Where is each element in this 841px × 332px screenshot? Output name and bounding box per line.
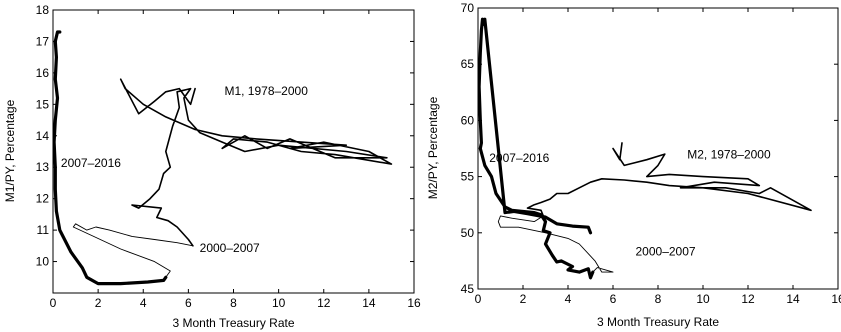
m2-y-tick-label: 60 — [461, 113, 475, 127]
m1-x-tick-label: 6 — [185, 296, 192, 310]
m1-x-tick-label: 10 — [272, 296, 286, 310]
m2-x-tick-label: 12 — [741, 292, 755, 306]
m1-x-tick-label: 16 — [407, 296, 421, 310]
m1-y-tick-label: 11 — [37, 223, 50, 237]
m2-y-tick-label: 70 — [461, 1, 475, 15]
m2-series-line-0 — [526, 142, 812, 217]
m1-y-tick-label: 12 — [36, 192, 50, 206]
m2-x-axis-label: 3 Month Treasury Rate — [597, 315, 719, 329]
m1-y-axis-label: M1/PY, Percentage — [3, 99, 17, 202]
m2-y-tick-label: 55 — [461, 170, 475, 184]
m2-y-tick-label: 50 — [461, 226, 475, 240]
m1-x-tick-label: 8 — [230, 296, 237, 310]
m1-y-tick-label: 14 — [36, 129, 50, 143]
m1-y-tick-label: 16 — [36, 66, 50, 80]
m2-y-axis-label: M2/PY, Percentage — [426, 96, 440, 199]
m1-x-tick-label: 12 — [317, 296, 331, 310]
m2-series-label-1: 2000–2007 — [636, 244, 696, 258]
m1-chart-panel: 0 2 4 6 8 10 12 14 16 10 11 12 13 14 15 16 17 18 3 Month T… — [3, 3, 421, 330]
m2-x-tick-label: 14 — [786, 292, 800, 306]
m2-x-tick-label: 6 — [610, 292, 617, 306]
m2-chart-panel: 0 2 4 6 8 10 12 14 16 45 50 55 60 65 70 3 Month Treasur… — [426, 1, 841, 329]
m2-x-tick-label: 2 — [520, 292, 527, 306]
m2-x-tick-label: 4 — [565, 292, 572, 306]
m2-x-tick-label: 10 — [696, 292, 710, 306]
m1-x-tick-label: 14 — [362, 296, 376, 310]
m1-y-tick-label: 17 — [36, 34, 50, 48]
m1-series-label-0: M1, 1978–2000 — [224, 84, 308, 98]
m2-series-label-0: M2, 1978–2000 — [687, 148, 771, 162]
m1-y-tick-label: 10 — [36, 255, 50, 269]
m1-series-line-0 — [119, 78, 393, 247]
m2-x-tick-label: 8 — [655, 292, 662, 306]
m1-y-tick-label: 18 — [36, 3, 50, 17]
m1-x-tick-label: 2 — [95, 296, 102, 310]
m2-series-line-2 — [477, 17, 595, 280]
m1-y-tick-label: 15 — [36, 97, 50, 111]
m2-series-label-2: 2007–2016 — [489, 151, 549, 165]
m1-series-label-1: 2000–2007 — [200, 241, 260, 255]
m2-x-tick-label: 0 — [475, 292, 482, 306]
m1-series-label-2: 2007–2016 — [61, 156, 121, 170]
m1-x-tick-label: 0 — [50, 296, 57, 310]
m1-series-line-2 — [52, 30, 168, 286]
m1-series-line-1 — [72, 223, 194, 278]
m1-x-axis-label: 3 Month Treasury Rate — [172, 316, 294, 330]
m1-x-tick-label: 4 — [140, 296, 147, 310]
m2-x-tick-label: 16 — [831, 292, 841, 306]
m2-y-tick-label: 45 — [461, 282, 475, 296]
m1-y-tick-label: 13 — [36, 160, 50, 174]
m2-y-tick-label: 65 — [461, 57, 475, 71]
